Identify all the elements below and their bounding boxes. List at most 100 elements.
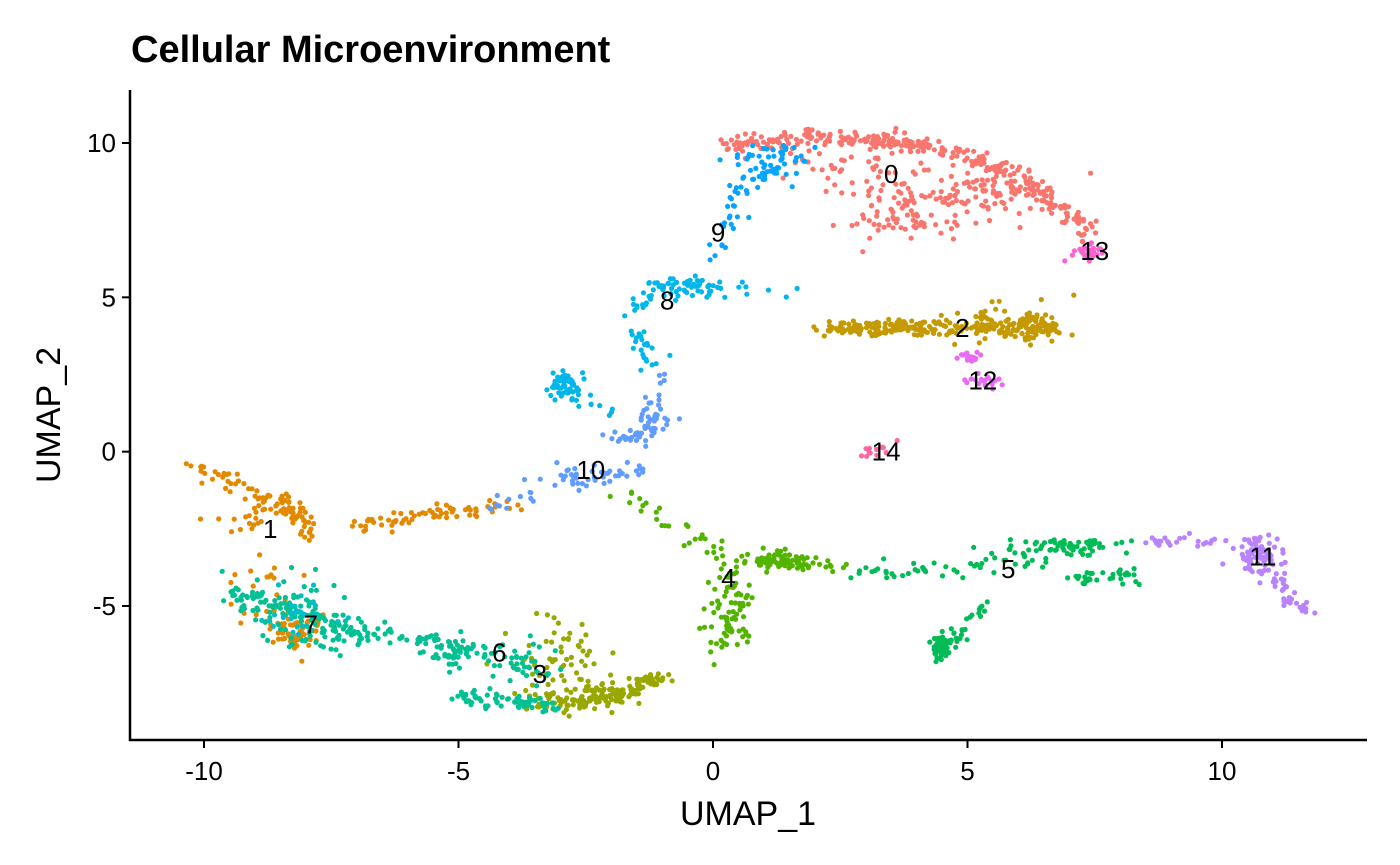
point-cluster-8 (576, 403, 582, 409)
point-cluster-0 (806, 148, 812, 154)
point-cluster-8 (574, 385, 580, 391)
point-cluster-0 (1039, 206, 1045, 212)
point-cluster-4 (711, 662, 717, 668)
point-cluster-0 (931, 147, 937, 153)
point-cluster-1 (443, 510, 449, 516)
point-cluster-6 (526, 664, 532, 670)
point-cluster-3 (543, 691, 550, 697)
point-cluster-6 (428, 633, 434, 639)
point-cluster-11 (1257, 580, 1263, 586)
point-cluster-8 (744, 291, 750, 297)
point-cluster-11 (1304, 599, 1310, 605)
point-cluster-6 (451, 648, 458, 654)
point-cluster-6 (397, 635, 403, 642)
point-cluster-1 (286, 499, 292, 505)
point-cluster-6 (340, 626, 346, 632)
point-cluster-2 (1000, 324, 1006, 330)
point-cluster-3 (636, 678, 642, 685)
point-cluster-11 (1255, 560, 1261, 566)
point-cluster-0 (885, 217, 891, 223)
point-cluster-0 (978, 182, 984, 188)
point-cluster-1 (271, 565, 277, 571)
point-cluster-4 (653, 509, 659, 515)
point-cluster-3 (601, 686, 607, 692)
point-cluster-6 (499, 694, 505, 700)
point-cluster-0 (938, 177, 945, 183)
point-cluster-6 (456, 665, 462, 671)
point-cluster-0 (892, 169, 898, 176)
point-cluster-2 (947, 320, 953, 326)
point-cluster-1 (292, 516, 298, 522)
point-cluster-6 (234, 597, 240, 603)
point-cluster-3 (580, 648, 586, 654)
point-cluster-5 (944, 645, 950, 651)
point-cluster-5 (971, 544, 977, 551)
point-cluster-0 (938, 189, 944, 195)
point-cluster-1 (273, 503, 279, 509)
point-cluster-3 (549, 639, 555, 645)
point-cluster-1 (313, 628, 319, 634)
point-cluster-5 (1096, 541, 1102, 547)
point-cluster-0 (849, 222, 855, 229)
point-cluster-2 (1015, 327, 1021, 333)
point-cluster-5 (938, 657, 944, 663)
point-cluster-12 (965, 355, 971, 361)
point-cluster-8 (608, 409, 615, 415)
point-cluster-6 (286, 644, 292, 650)
point-cluster-11 (1186, 530, 1192, 537)
point-cluster-0 (893, 139, 899, 145)
point-cluster-3 (555, 695, 561, 701)
point-cluster-0 (1087, 221, 1094, 227)
point-cluster-0 (813, 138, 820, 144)
point-cluster-3 (579, 658, 585, 664)
point-cluster-0 (1044, 185, 1051, 191)
point-cluster-4 (740, 614, 747, 620)
point-cluster-4 (796, 560, 802, 566)
point-cluster-5 (1020, 550, 1026, 557)
point-cluster-8 (575, 392, 582, 398)
point-cluster-8 (569, 380, 575, 386)
point-cluster-4 (746, 633, 752, 639)
point-cluster-4 (722, 593, 728, 599)
point-cluster-2 (982, 308, 988, 314)
point-cluster-5 (960, 575, 966, 581)
point-cluster-4 (749, 595, 755, 601)
point-cluster-0 (866, 159, 872, 165)
point-cluster-8 (707, 289, 713, 295)
point-cluster-0 (921, 148, 927, 154)
point-cluster-0 (969, 158, 975, 164)
cluster-10-points (487, 371, 683, 513)
point-cluster-4 (708, 639, 714, 646)
point-cluster-5 (1051, 537, 1057, 543)
point-cluster-7 (295, 631, 302, 637)
point-cluster-6 (549, 700, 555, 706)
point-cluster-9 (779, 149, 786, 155)
point-cluster-5 (1123, 550, 1129, 556)
point-cluster-0 (949, 200, 956, 206)
point-cluster-10 (572, 466, 578, 472)
y-tick-label: 0 (102, 437, 116, 467)
point-cluster-0 (878, 140, 884, 147)
point-cluster-6 (527, 633, 533, 639)
point-cluster-12 (974, 349, 980, 355)
point-cluster-0 (1062, 205, 1068, 211)
point-cluster-6 (543, 708, 549, 714)
point-cluster-1 (264, 574, 270, 580)
point-cluster-4 (724, 641, 730, 648)
point-cluster-10 (605, 470, 611, 476)
point-cluster-6 (474, 650, 480, 656)
point-cluster-3 (566, 713, 572, 719)
point-cluster-6 (362, 624, 368, 630)
point-cluster-0 (823, 188, 829, 194)
point-cluster-8 (649, 345, 655, 351)
point-cluster-7 (290, 629, 296, 635)
point-cluster-1 (285, 631, 291, 637)
point-cluster-0 (962, 158, 968, 164)
point-cluster-5 (976, 610, 982, 616)
point-cluster-1 (409, 516, 415, 523)
point-cluster-9 (733, 185, 740, 191)
point-cluster-3 (607, 692, 613, 698)
point-cluster-6 (434, 644, 440, 650)
point-cluster-8 (722, 294, 728, 300)
point-cluster-1 (248, 568, 254, 574)
